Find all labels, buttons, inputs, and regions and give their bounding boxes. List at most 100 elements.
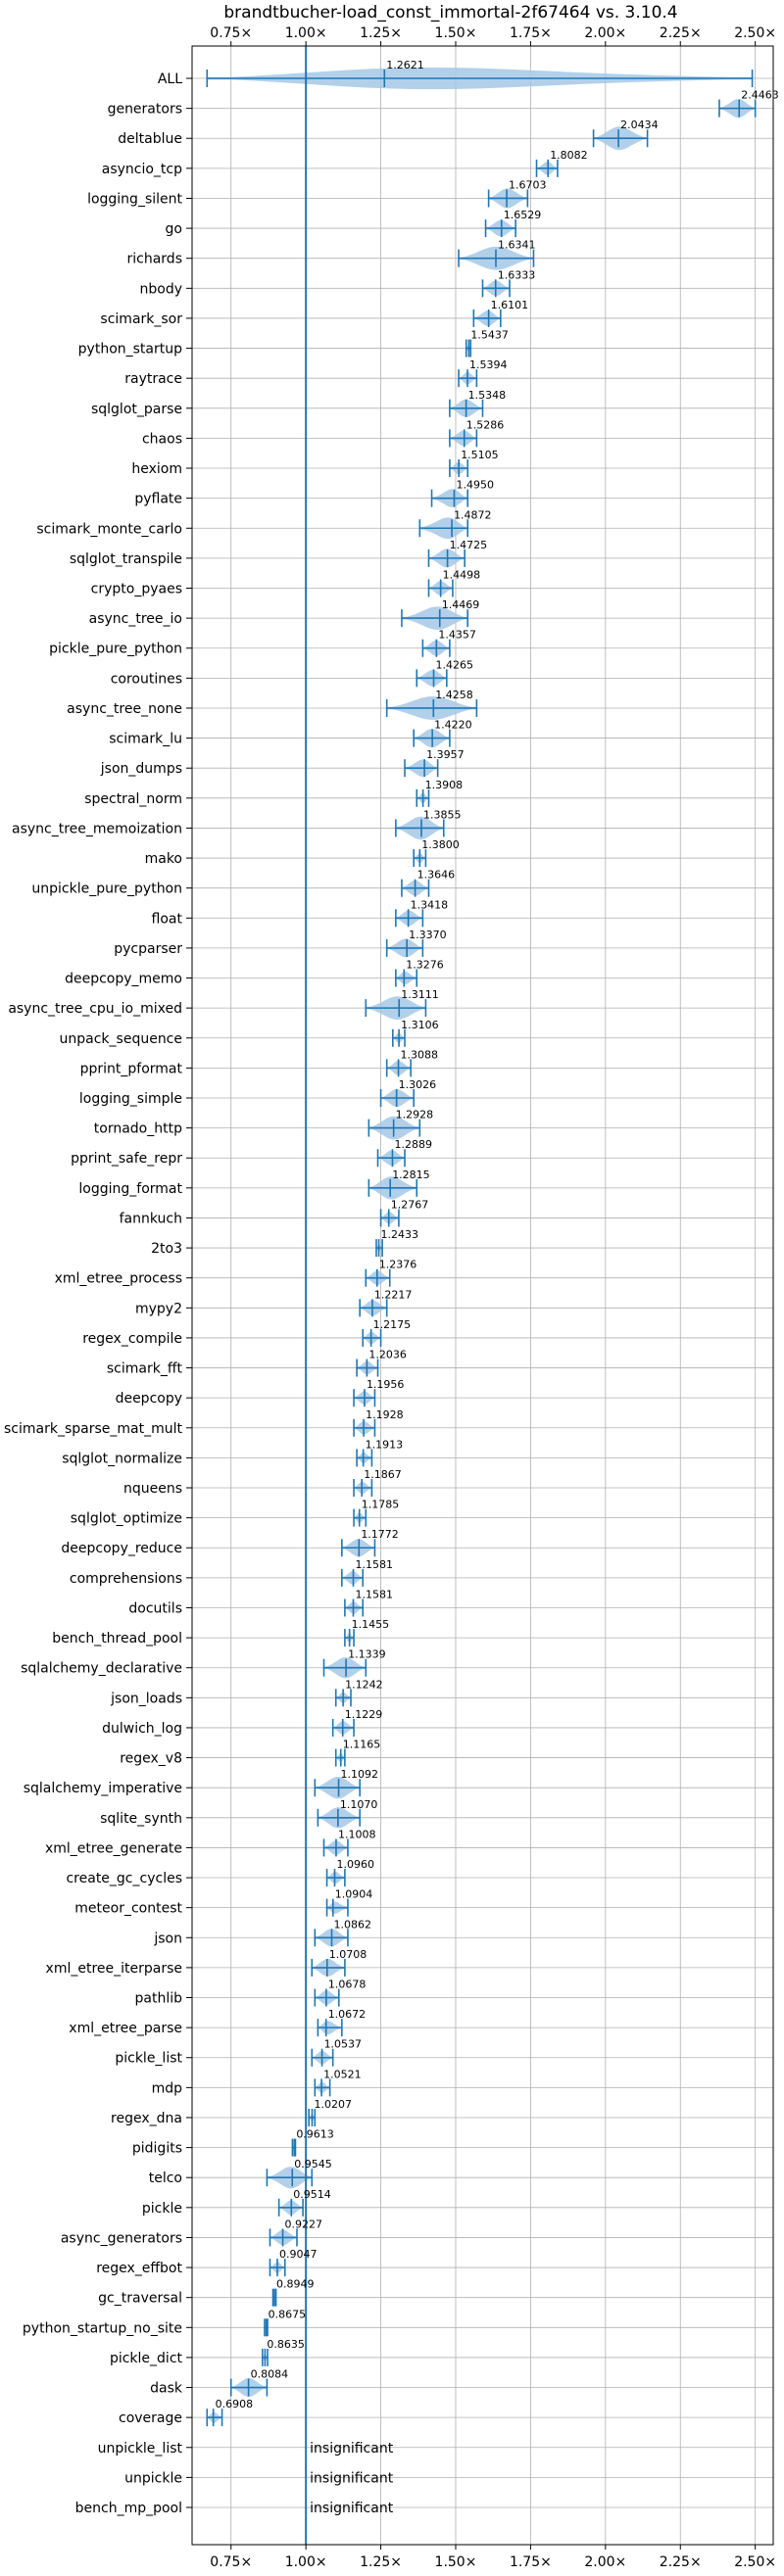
category-label: unpickle — [124, 2470, 182, 2486]
category-label: async_tree_io — [89, 611, 182, 627]
value-label-generators: 2.4463 — [741, 89, 779, 102]
category-label: float — [152, 911, 183, 927]
x-tick-label-bottom: 1.50× — [435, 2554, 477, 2570]
category-label: xml_etree_process — [55, 1271, 182, 1287]
value-label-regex_v8: 1.1165 — [343, 1739, 381, 1751]
value-label-scimark_sparse_mat_mult: 1.1928 — [366, 1408, 404, 1421]
label-layer: 1.2621 2.4463 2.0434 1.8082 1.6703 1.6529 1.63… — [4, 25, 779, 2570]
value-label-pprint_safe_repr: 1.2889 — [394, 1138, 432, 1151]
value-label-sqlite_synth: 1.1070 — [340, 1798, 378, 1811]
value-label-2to3: 1.2433 — [381, 1228, 419, 1241]
value-label-float: 1.3418 — [411, 898, 449, 911]
category-label: coverage — [119, 2410, 182, 2426]
category-label: generators — [108, 102, 182, 118]
x-tick-label-top: 1.00× — [285, 25, 327, 41]
x-tick-label-top: 1.25× — [360, 25, 402, 41]
category-label: tornado_http — [94, 1121, 182, 1137]
category-label: pickle_dict — [110, 2351, 183, 2366]
category-label: regex_dna — [111, 2111, 182, 2126]
value-label-regex_effbot: 0.9047 — [279, 2248, 318, 2261]
value-label-xml_etree_iterparse: 1.0708 — [329, 1948, 368, 1961]
category-label: sqlite_synth — [100, 1811, 182, 1827]
value-label-json_dumps: 1.3957 — [426, 748, 465, 761]
value-label-deepcopy_memo: 1.3276 — [406, 959, 444, 972]
value-label-unpickle_pure_python: 1.3646 — [417, 869, 456, 882]
category-label: pathlib — [135, 1991, 183, 2007]
category-label: xml_etree_iterparse — [46, 1961, 182, 1977]
value-label-pickle_pure_python: 1.4357 — [438, 629, 476, 642]
category-label: deepcopy_memo — [65, 972, 182, 987]
value-label-logging_silent: 1.6703 — [509, 178, 547, 191]
value-label-mdp: 1.0521 — [323, 2068, 362, 2080]
value-label-sqlglot_normalize: 1.1913 — [366, 1438, 404, 1451]
value-label-async_tree_none: 1.4258 — [435, 689, 473, 701]
category-label: json_loads — [110, 1691, 182, 1706]
value-label-dask: 0.8084 — [251, 2368, 289, 2381]
category-label: logging_simple — [79, 1091, 182, 1107]
value-label-docutils: 1.1581 — [355, 1588, 393, 1600]
category-label: comprehensions — [70, 1571, 182, 1587]
x-tick-label-top: 2.50× — [734, 25, 776, 41]
category-label: scimark_fft — [107, 1361, 183, 1377]
value-label-sqlglot_transpile: 1.4725 — [450, 539, 488, 551]
category-label: gc_traversal — [98, 2291, 182, 2307]
x-tick-label-top: 1.50× — [435, 25, 477, 41]
category-label: python_startup — [78, 342, 182, 358]
value-label-gc_traversal: 0.8949 — [276, 2278, 315, 2291]
category-label: deepcopy — [116, 1391, 182, 1407]
value-label-pycparser: 1.3370 — [409, 929, 447, 941]
value-label-pprint_pformat: 1.3088 — [401, 1048, 439, 1061]
category-label: regex_effbot — [96, 2261, 182, 2276]
value-label-xml_etree_process: 1.2376 — [379, 1259, 417, 1271]
value-label-create_gc_cycles: 1.0960 — [336, 1858, 374, 1871]
value-label-python_startup_no_site: 0.8675 — [269, 2308, 307, 2320]
value-label-json: 1.0862 — [334, 1918, 372, 1931]
value-label-dulwich_log: 1.1229 — [345, 1708, 383, 1721]
value-label-pathlib: 1.0678 — [328, 1979, 367, 1991]
x-tick-label-bottom: 0.75× — [210, 2554, 252, 2570]
value-label-unpack_sequence: 1.3106 — [401, 1019, 439, 1031]
category-label: regex_v8 — [120, 1751, 182, 1767]
x-tick-label-bottom: 2.50× — [734, 2554, 776, 2570]
category-label: deepcopy_reduce — [61, 1541, 182, 1556]
category-label: docutils — [128, 1600, 182, 1616]
category-label: unpickle_pure_python — [31, 882, 182, 897]
category-label: scimark_lu — [109, 732, 182, 747]
category-label: pprint_pformat — [80, 1061, 183, 1076]
category-label: sqlglot_optimize — [71, 1511, 182, 1527]
insignificant-label: insignificant — [310, 2501, 394, 2516]
category-label: 2to3 — [151, 1241, 182, 1257]
category-label: coroutines — [111, 671, 182, 687]
value-label-pyflate: 1.4950 — [456, 479, 494, 492]
value-label-async_generators: 0.9227 — [285, 2218, 323, 2230]
value-label-sqlglot_parse: 1.5348 — [468, 389, 507, 402]
category-label: logging_silent — [87, 191, 182, 207]
grid-layer — [192, 46, 773, 2545]
value-label-coverage: 0.6908 — [216, 2398, 254, 2410]
value-label-ALL: 1.2621 — [386, 59, 424, 72]
x-tick-label-bottom: 2.25× — [660, 2554, 702, 2570]
value-label-xml_etree_generate: 1.1008 — [338, 1828, 376, 1840]
category-label: nqueens — [123, 1481, 182, 1497]
category-label: hexiom — [131, 461, 182, 477]
axis-layer — [186, 41, 774, 2550]
value-label-nqueens: 1.1867 — [364, 1468, 402, 1481]
value-label-scimark_sor: 1.6101 — [491, 299, 529, 311]
category-label: json — [153, 1931, 182, 1946]
insignificant-label: insignificant — [310, 2470, 394, 2486]
value-label-spectral_norm: 1.3908 — [425, 779, 464, 791]
value-label-fannkuch: 1.2767 — [391, 1198, 429, 1211]
value-label-logging_simple: 1.3026 — [399, 1078, 437, 1091]
value-label-crypto_pyaes: 1.4498 — [443, 568, 481, 581]
category-label: logging_format — [78, 1181, 182, 1197]
category-label: create_gc_cycles — [66, 1871, 182, 1886]
category-label: dulwich_log — [102, 1721, 182, 1737]
value-label-regex_dna: 1.0207 — [314, 2098, 352, 2111]
x-tick-label-top: 0.75× — [210, 25, 252, 41]
category-label: meteor_contest — [74, 1901, 182, 1917]
x-tick-label-bottom: 2.00× — [584, 2554, 626, 2570]
value-label-bench_thread_pool: 1.1455 — [352, 1618, 390, 1631]
value-label-chaos: 1.5286 — [466, 418, 504, 431]
